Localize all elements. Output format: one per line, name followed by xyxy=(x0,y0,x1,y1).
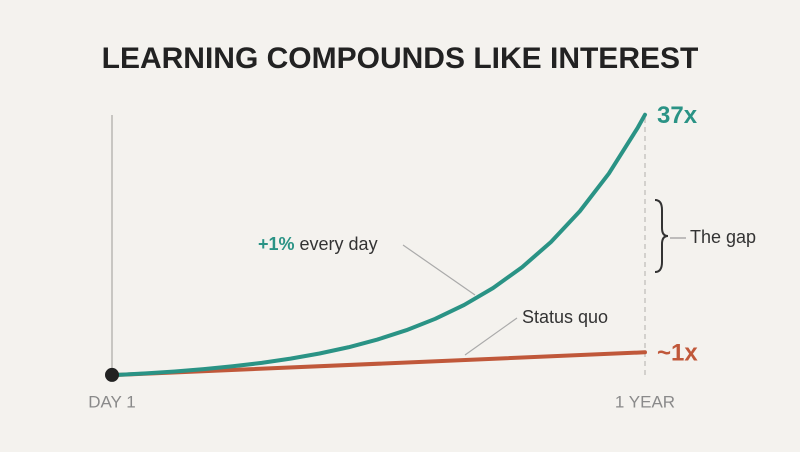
series-line xyxy=(115,350,647,377)
leader-line xyxy=(402,244,476,296)
x-tick-label: DAY 1 xyxy=(88,392,136,411)
gap-brace xyxy=(654,199,669,273)
growth-text: every day xyxy=(300,234,378,254)
end-label: 37x xyxy=(657,102,698,129)
leader-line xyxy=(464,317,518,356)
start-point xyxy=(105,367,119,382)
growth-rate: +1% xyxy=(258,234,295,254)
growth-label: +1% every day xyxy=(258,234,378,254)
series-line xyxy=(115,112,647,377)
x-tick-label: 1 YEAR xyxy=(615,392,675,411)
chart-title: LEARNING COMPOUNDS LIKE INTEREST xyxy=(102,42,699,75)
gap-label: The gap xyxy=(690,227,756,247)
status-label: Status quo xyxy=(522,307,608,327)
end-label: ~1x xyxy=(657,340,698,367)
